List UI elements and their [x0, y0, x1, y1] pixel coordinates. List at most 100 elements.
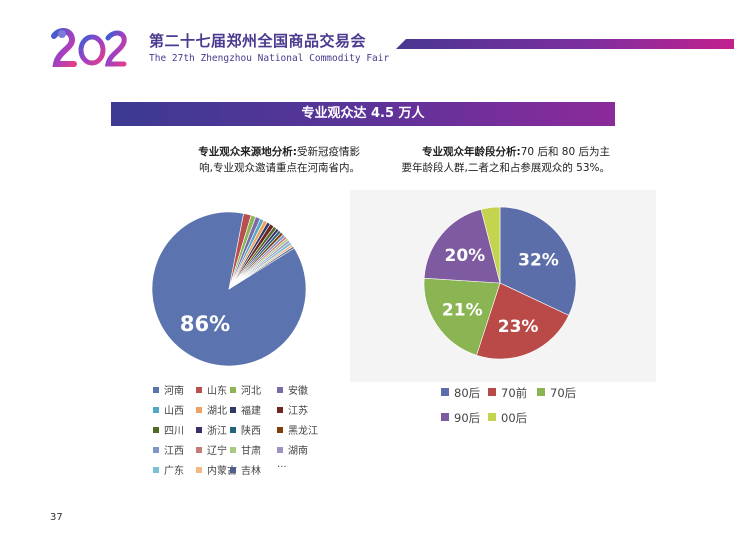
legend-label: 河南	[164, 386, 184, 397]
age-pie-chart: 32% 23% 21% 20%	[423, 206, 577, 360]
legend-swatch	[277, 407, 283, 413]
legend-swatch	[230, 407, 236, 413]
source-legend-item: 湖北	[196, 402, 227, 417]
legend-swatch	[153, 447, 159, 453]
source-analysis-text-2: 响,专业观众邀请重点在河南省内。	[199, 162, 360, 174]
legend-label: 黑龙江	[288, 426, 318, 437]
source-slice-18	[228, 246, 295, 290]
section-banner: 专业观众达 4.5 万人	[111, 102, 615, 126]
source-legend-item: 福建	[230, 402, 261, 417]
source-pie-chart: 86%	[151, 211, 307, 367]
legend-swatch	[153, 467, 159, 473]
legend-swatch	[230, 387, 236, 393]
legend-swatch	[277, 427, 283, 433]
source-legend-item: 陕西	[230, 422, 261, 437]
source-legend-item: 内蒙古	[196, 462, 237, 477]
legend-label: 四川	[164, 426, 184, 437]
legend-swatch	[277, 447, 283, 453]
legend-label: 吉林	[241, 466, 261, 477]
legend-label: 江西	[164, 446, 184, 457]
source-legend-item: 辽宁	[196, 442, 227, 457]
age-legend-item: 80后	[441, 385, 480, 401]
header-title: 第二十七届郑州全国商品交易会	[149, 32, 367, 50]
age-slice-2	[423, 277, 501, 356]
source-legend-item: 山西	[153, 402, 184, 417]
age-slice-3	[423, 209, 501, 284]
source-legend-item: 黑龙江	[277, 422, 318, 437]
legend-label: 广东	[164, 466, 184, 477]
legend-swatch	[153, 407, 159, 413]
legend-label: 山西	[164, 406, 184, 417]
legend-swatch	[196, 387, 202, 393]
fair-2021-logo	[51, 28, 136, 67]
legend-swatch	[230, 447, 236, 453]
header-subtitle: The 27th Zhengzhou National Commodity Fa…	[149, 53, 390, 64]
source-legend-item: 安徽	[277, 382, 308, 397]
legend-label: 福建	[241, 406, 261, 417]
age-legend-item: 00后	[488, 410, 527, 426]
legend-more-indicator: ···	[277, 462, 287, 473]
legend-label: 安徽	[288, 386, 308, 397]
source-legend-item: 山东	[196, 382, 227, 397]
legend-swatch	[196, 427, 202, 433]
age-legend-item: 90后	[441, 410, 480, 426]
source-data-label-0: 86%	[180, 312, 230, 336]
legend-label: 80后	[454, 386, 481, 400]
legend-label: 甘肃	[241, 446, 261, 457]
legend-swatch	[488, 413, 496, 421]
legend-swatch	[196, 447, 202, 453]
age-slice-0	[499, 206, 577, 316]
legend-label: 江苏	[288, 406, 308, 417]
legend-label: 70前	[501, 386, 528, 400]
age-analysis-label: 专业观众年龄段分析:	[422, 146, 521, 158]
source-legend-item: 河南	[153, 382, 184, 397]
age-analysis-note: 专业观众年龄段分析:70 后和 80 后为主 要年龄段人群,二者之和占参展观众的…	[372, 144, 610, 176]
source-legend-item: 浙江	[196, 422, 227, 437]
source-legend-item: 湖南	[277, 442, 308, 457]
legend-swatch	[488, 388, 496, 396]
age-legend-item: 70后	[537, 385, 576, 401]
source-analysis-note: 专业观众来源地分析:受新冠疫情影 响,专业观众邀请重点在河南省内。	[120, 144, 360, 176]
legend-swatch	[277, 387, 283, 393]
source-slice-0	[151, 211, 307, 367]
legend-swatch	[441, 388, 449, 396]
legend-label: 湖南	[288, 446, 308, 457]
page-number: 37	[50, 512, 63, 523]
source-legend-item: 四川	[153, 422, 184, 437]
legend-swatch	[441, 413, 449, 421]
source-legend-item: 江西	[153, 442, 184, 457]
age-data-label-2: 21%	[442, 301, 483, 321]
legend-swatch	[230, 427, 236, 433]
legend-label: 山东	[207, 386, 227, 397]
legend-label: 内蒙古	[207, 466, 237, 477]
legend-swatch	[196, 407, 202, 413]
legend-label: 陕西	[241, 426, 261, 437]
source-analysis-text-1: 受新冠疫情影	[297, 146, 360, 158]
age-data-label-0: 32%	[518, 251, 559, 271]
age-data-label-3: 20%	[445, 246, 486, 266]
age-slice-4	[480, 206, 501, 284]
age-data-label-1: 23%	[498, 317, 539, 337]
legend-swatch	[153, 427, 159, 433]
source-legend-item: 广东	[153, 462, 184, 477]
legend-swatch	[196, 467, 202, 473]
source-analysis-label: 专业观众来源地分析:	[198, 146, 297, 158]
legend-swatch	[230, 467, 236, 473]
legend-label: 90后	[454, 411, 481, 425]
source-legend-item: 甘肃	[230, 442, 261, 457]
legend-label: 浙江	[207, 426, 227, 437]
legend-swatch	[153, 387, 159, 393]
legend-label: 河北	[241, 386, 261, 397]
legend-swatch	[537, 388, 545, 396]
age-analysis-text-2: 要年龄段人群,二者之和占参展观众的 53%。	[401, 162, 610, 174]
source-legend-item: 江苏	[277, 402, 308, 417]
legend-label: 70后	[550, 386, 577, 400]
source-legend-item: 河北	[230, 382, 261, 397]
age-analysis-text-1: 70 后和 80 后为主	[520, 146, 610, 158]
legend-label: 湖北	[207, 406, 227, 417]
header-accent-bar	[396, 39, 734, 49]
source-legend-item: 吉林	[230, 462, 261, 477]
legend-label: 00后	[501, 411, 528, 425]
legend-label: 辽宁	[207, 446, 227, 457]
age-legend-item: 70前	[488, 385, 527, 401]
